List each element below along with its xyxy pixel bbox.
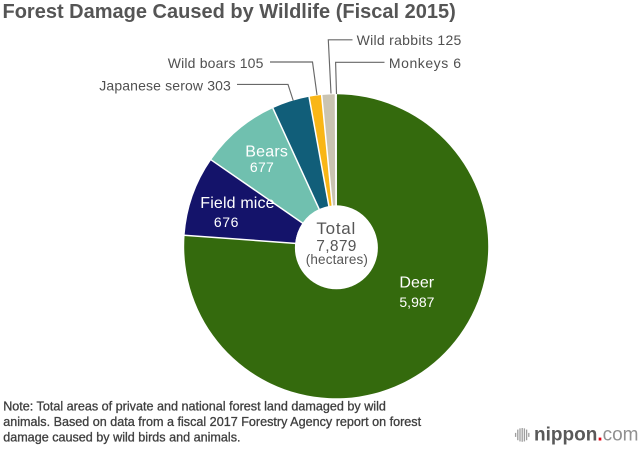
svg-text:Note: Total areas of private a: Note: Total areas of private and nationa… xyxy=(3,400,386,414)
svg-text:Deer: Deer xyxy=(399,275,434,292)
svg-text:5,987: 5,987 xyxy=(399,294,434,310)
svg-text:nippon.com: nippon.com xyxy=(534,425,639,446)
svg-text:677: 677 xyxy=(250,159,274,175)
svg-text:animals. Based on data from a: animals. Based on data from a fiscal 201… xyxy=(3,415,421,429)
svg-text:Monkeys 6: Monkeys 6 xyxy=(389,55,462,71)
svg-text:Japanese serow 303: Japanese serow 303 xyxy=(99,78,231,94)
svg-text:Total: Total xyxy=(316,219,356,238)
svg-text:damage caused by wild birds an: damage caused by wild birds and animals. xyxy=(3,431,240,445)
svg-text:Forest Damage Caused by Wildli: Forest Damage Caused by Wildlife (Fiscal… xyxy=(3,1,456,23)
svg-text:Wild boars 105: Wild boars 105 xyxy=(168,55,264,71)
svg-text:676: 676 xyxy=(214,214,239,230)
svg-text:Wild rabbits 125: Wild rabbits 125 xyxy=(357,32,462,48)
svg-text:Bears: Bears xyxy=(245,144,288,161)
svg-text:(hectares): (hectares) xyxy=(306,252,368,267)
svg-text:7,879: 7,879 xyxy=(316,238,357,255)
svg-text:Field mice: Field mice xyxy=(200,195,274,212)
